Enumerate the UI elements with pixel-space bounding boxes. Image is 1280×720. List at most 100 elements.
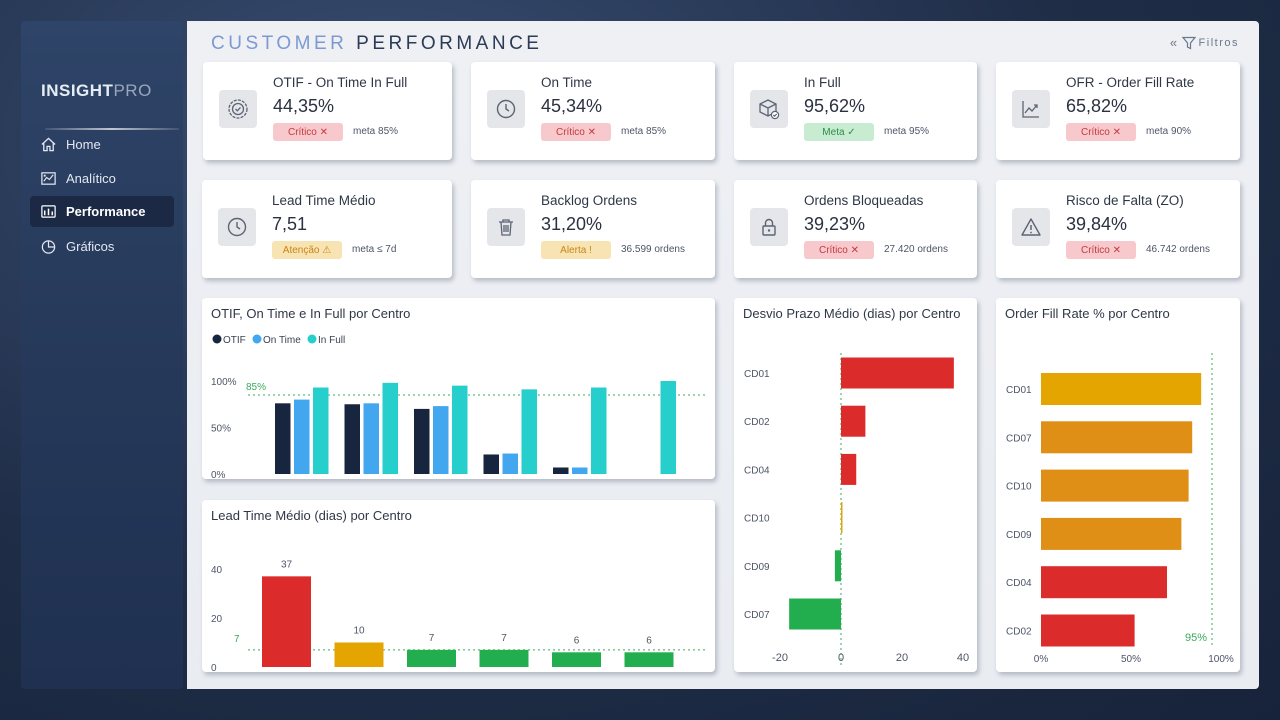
kpi-card-backlog[interactable]: Backlog Ordens 31,20% Alerta ! 36.599 or…	[471, 180, 715, 278]
x-tick-label: 40	[957, 652, 969, 664]
bar-in-full	[660, 381, 676, 474]
kpi-value: 39,84%	[1066, 214, 1128, 234]
legend-label: In Full	[318, 335, 345, 346]
legend-marker-in-full	[307, 334, 317, 344]
filter-icon	[1181, 36, 1196, 49]
y-tick-label: 40	[211, 565, 223, 576]
y-tick-label: CD10	[1006, 482, 1032, 493]
y-tick-label: CD10	[744, 514, 770, 525]
y-tick-label: 100%	[211, 377, 237, 388]
data-label: 7	[429, 633, 435, 644]
bar-otif	[553, 467, 569, 474]
dashboard-icon	[41, 172, 56, 185]
y-tick-label: 0	[211, 663, 217, 672]
data-label: 37	[281, 559, 293, 570]
box-check-icon	[759, 99, 780, 120]
chart-desvio-prazo-by-center: -20 0 20 40 CD01 CD02 CD04 CD10 CD09 CD07	[744, 353, 969, 666]
status-badge: Crítico ✕	[273, 123, 343, 141]
kpi-value: 31,20%	[541, 214, 603, 234]
bar-otif	[344, 404, 360, 474]
data-label: 10	[353, 626, 365, 637]
kpi-card-lead-time[interactable]: Lead Time Médio 7,51 Atenção ⚠ meta ≤ 7d	[202, 180, 452, 278]
y-tick-label: CD01	[744, 369, 770, 380]
kpi-icon-box	[1012, 208, 1050, 246]
bar-lead-time	[552, 652, 601, 667]
bar-desvio-prazo	[834, 550, 841, 582]
bar-desvio-prazo	[841, 405, 866, 437]
kpi-target: 36.599 ordens	[621, 244, 685, 255]
kpi-icon-box	[750, 208, 788, 246]
nav-label: Analítico	[66, 171, 116, 186]
bar-in-full	[452, 385, 468, 474]
chart-title: Order Fill Rate % por Centro	[1005, 306, 1170, 321]
x-tick-label: 0	[838, 652, 844, 664]
bar-order-fill-rate	[1041, 614, 1135, 647]
kpi-icon-box	[1012, 90, 1050, 128]
kpi-label: OTIF - On Time In Full	[273, 75, 408, 90]
y-tick-label: CD09	[744, 562, 770, 573]
kpi-card-otif[interactable]: OTIF - On Time In Full 44,35% Crítico ✕ …	[203, 62, 452, 160]
chart-card-desvio-prazo: Desvio Prazo Médio (dias) por Centro -20…	[734, 298, 977, 672]
bar-order-fill-rate	[1041, 566, 1167, 599]
kpi-target: 46.742 ordens	[1146, 244, 1210, 255]
bar-on-time	[572, 467, 588, 474]
kpi-value: 65,82%	[1066, 96, 1128, 116]
kpi-label: OFR - Order Fill Rate	[1066, 75, 1195, 90]
chart-card-order-fill-rate: Order Fill Rate % por Centro 95% 0% 50% 100…	[996, 298, 1240, 672]
nav-label: Gráficos	[66, 239, 115, 254]
trash-icon	[499, 219, 513, 236]
warning-icon	[1021, 218, 1041, 236]
kpi-card-on-time[interactable]: On Time 45,34% Crítico ✕ meta 85%	[471, 62, 715, 160]
status-badge: Alerta !	[541, 241, 611, 259]
data-label: 6	[646, 635, 652, 646]
filters-button[interactable]: « Filtros	[1170, 35, 1239, 50]
kpi-value: 39,23%	[804, 214, 866, 234]
bar-otif	[414, 408, 430, 474]
bar-in-full	[382, 382, 398, 474]
bar-desvio-prazo	[841, 502, 843, 534]
kpi-target: meta 85%	[621, 126, 667, 137]
kpi-card-ordens-bloqueadas[interactable]: Ordens Bloqueadas 39,23% Crítico ✕ 27.42…	[734, 180, 977, 278]
legend-label: OTIF	[223, 335, 246, 346]
clock-icon	[227, 217, 247, 237]
bar-in-full	[313, 387, 329, 474]
y-tick-label: 20	[211, 614, 223, 625]
kpi-card-ofr[interactable]: OFR - Order Fill Rate 65,82% Crítico ✕ m…	[996, 62, 1240, 160]
nav-item-analitico[interactable]: Analítico	[30, 163, 174, 194]
nav-item-graficos[interactable]: Gráficos	[30, 231, 174, 262]
kpi-target: meta ≤ 7d	[352, 244, 397, 255]
bar-order-fill-rate	[1041, 517, 1182, 550]
kpi-card-risco-falta[interactable]: Risco de Falta (ZO) 39,84% Crítico ✕ 46.…	[996, 180, 1240, 278]
kpi-icon-box	[219, 90, 257, 128]
x-tick-label: 50%	[1121, 654, 1141, 665]
bar-lead-time	[262, 576, 311, 667]
kpi-target: meta 90%	[1146, 126, 1192, 137]
kpi-icon-box	[218, 208, 256, 246]
brand-logo: INSIGHTPRO	[41, 81, 152, 100]
lock-icon	[762, 218, 776, 236]
chart-title: Desvio Prazo Médio (dias) por Centro	[743, 306, 961, 321]
status-badge: Crítico ✕	[1066, 123, 1136, 141]
sidebar: INSIGHTPRO Home Analítico Performance Gr…	[21, 21, 183, 689]
kpi-value: 44,35%	[273, 96, 335, 116]
chart-title: OTIF, On Time e In Full por Centro	[211, 306, 411, 321]
bar-on-time	[363, 403, 379, 474]
nav-item-home[interactable]: Home	[30, 129, 174, 160]
nav-item-performance[interactable]: Performance	[30, 196, 174, 227]
kpi-card-in-full[interactable]: In Full 95,62% Meta ✓ meta 95%	[734, 62, 977, 160]
bar-lead-time	[479, 649, 529, 667]
kpi-label: Risco de Falta (ZO)	[1066, 193, 1184, 208]
status-badge: Meta ✓	[804, 123, 874, 141]
bar-in-full	[591, 387, 607, 474]
x-tick-label: -20	[772, 652, 788, 664]
chart-lead-time-by-center: 40200737CD0110CD027CD097CD106CD046CD07	[211, 559, 706, 672]
y-tick-label: CD02	[1006, 627, 1032, 638]
status-badge: Atenção ⚠	[272, 241, 342, 259]
y-tick-label: CD04	[744, 465, 770, 476]
main-canvas: CUSTOMER PERFORMANCE « Filtros OTIF - On…	[187, 21, 1259, 689]
bar-desvio-prazo	[789, 598, 841, 630]
y-tick-label: CD04	[1006, 578, 1032, 589]
x-tick-label: 20	[896, 652, 908, 664]
bar-desvio-prazo	[841, 357, 954, 389]
x-tick-label: 100%	[1208, 654, 1234, 665]
